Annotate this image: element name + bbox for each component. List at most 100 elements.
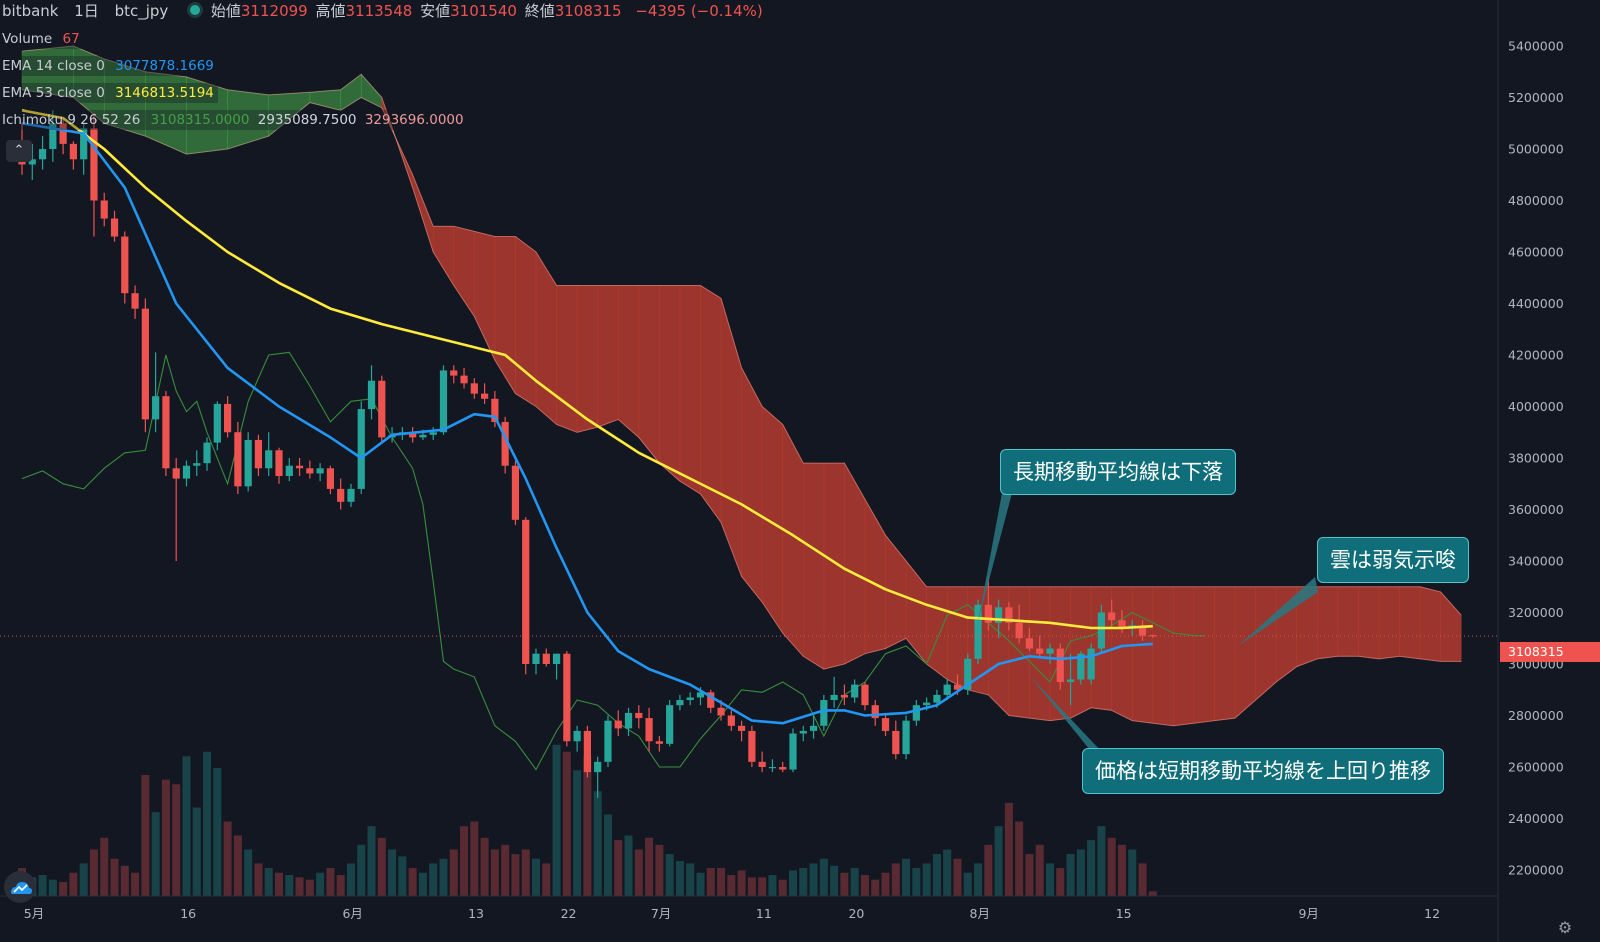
candle-body xyxy=(1138,625,1147,636)
volume-bar xyxy=(840,872,849,896)
y-tick-label: 5200000 xyxy=(1508,90,1564,105)
tradingview-cloud-icon[interactable] xyxy=(4,871,36,903)
candle-body xyxy=(152,396,160,420)
cloud-segment xyxy=(1214,586,1236,721)
candle-body xyxy=(655,741,663,744)
y-tick-label: 4000000 xyxy=(1508,399,1564,414)
volume-bar xyxy=(778,879,787,896)
volume-bar xyxy=(89,849,98,896)
ema53-legend[interactable]: EMA 53 close 0 3146813.5194 xyxy=(2,83,218,103)
high-label: 高値 xyxy=(315,2,346,20)
y-tick-label: 3800000 xyxy=(1508,451,1564,466)
candle-body xyxy=(347,488,355,502)
candle-body xyxy=(912,705,920,721)
volume-bar xyxy=(1046,863,1054,896)
candle-body xyxy=(707,692,715,708)
candle-body xyxy=(1118,620,1126,628)
volume-bar xyxy=(830,865,839,896)
candles[interactable] xyxy=(18,110,1157,798)
y-tick-label: 4600000 xyxy=(1508,245,1564,260)
volume-bar xyxy=(891,863,900,896)
cloud-segment xyxy=(1255,586,1277,701)
cloud-segment xyxy=(453,225,475,318)
volume-bar xyxy=(120,865,129,896)
lagging-span xyxy=(21,351,1205,771)
candle-body xyxy=(902,720,910,755)
volume-bar xyxy=(377,837,386,896)
leader-price xyxy=(1030,676,1102,752)
volume-bar xyxy=(254,863,263,896)
annotation-long-ma[interactable]: 長期移動平均線は下落 xyxy=(1000,449,1236,495)
volume-bar xyxy=(429,863,438,896)
volume-bar xyxy=(912,868,921,896)
cloud-segment xyxy=(309,89,341,111)
volume-bar xyxy=(141,774,150,896)
candle-body xyxy=(717,707,725,716)
volume-bar xyxy=(994,826,1003,896)
candle-body xyxy=(974,604,982,659)
y-tick-label: 5000000 xyxy=(1508,142,1564,157)
volume-bar xyxy=(69,872,78,896)
candle-body xyxy=(614,720,622,729)
volume-bar xyxy=(480,837,489,896)
leader-cloud xyxy=(1238,577,1318,646)
volume-bar xyxy=(603,814,612,896)
candle-body xyxy=(69,143,77,160)
cloud-segment xyxy=(535,250,557,426)
cloud-segment xyxy=(340,73,362,111)
volume-legend[interactable]: Volume 67 xyxy=(2,29,84,49)
x-tick-label: 11 xyxy=(756,906,772,921)
candle-body xyxy=(316,468,324,474)
annotation-leaders xyxy=(978,493,1318,752)
volume-bar xyxy=(1035,844,1044,896)
candle-body xyxy=(696,692,705,698)
symbol-label[interactable]: btc_jpy xyxy=(114,2,169,20)
gear-icon[interactable]: ⚙ xyxy=(1557,918,1573,937)
volume-bar xyxy=(542,863,551,896)
logo-graphic xyxy=(11,882,32,894)
candle-body xyxy=(789,733,797,770)
volume-bar xyxy=(223,821,232,896)
candle-body xyxy=(254,439,263,469)
y-tick-label: 3200000 xyxy=(1508,605,1564,620)
cloud-segment xyxy=(432,225,455,287)
ichimoku-value-2: 2935089.7500 xyxy=(257,112,357,128)
candle-body xyxy=(666,705,674,744)
open-value: 3112099 xyxy=(240,2,308,20)
annotation-price[interactable]: 価格は短期移動平均線を上回り推移 xyxy=(1082,748,1444,794)
cloud-segment xyxy=(474,231,496,361)
y-tick-label: 2800000 xyxy=(1508,708,1564,723)
volume-bar xyxy=(768,875,777,896)
cloud-segment xyxy=(597,285,619,428)
volume-bar xyxy=(1128,849,1137,896)
cloud-segment xyxy=(494,236,516,395)
volume-bar xyxy=(634,849,643,896)
candle-body xyxy=(141,308,149,420)
interval-label[interactable]: 1日 xyxy=(74,2,99,20)
candle-body xyxy=(1087,648,1095,680)
candle-body xyxy=(511,465,520,520)
volume-bar xyxy=(706,868,715,896)
candle-body xyxy=(542,653,550,664)
volume-bar xyxy=(460,826,469,896)
candle-body xyxy=(768,767,777,769)
volume-bar xyxy=(665,854,674,896)
ichimoku-legend[interactable]: Ichimoku 9 26 52 26 3108315.0000 2935089… xyxy=(2,110,468,130)
candle-body xyxy=(881,718,890,731)
volume-bar xyxy=(645,837,654,896)
candle-body xyxy=(953,684,962,690)
volume-bar xyxy=(532,858,540,896)
candle-body xyxy=(583,730,591,773)
candle-body xyxy=(1108,612,1116,621)
volume-bar xyxy=(203,751,212,896)
annotation-cloud[interactable]: 雲は弱気示唆 xyxy=(1317,537,1469,583)
volume-bar xyxy=(59,882,68,896)
volume-bar xyxy=(1004,802,1013,896)
ema14-legend[interactable]: EMA 14 close 0 3077878.1669 xyxy=(2,56,218,76)
volume-bar xyxy=(110,858,119,896)
candle-body xyxy=(234,432,242,487)
cloud-segment xyxy=(720,298,742,577)
candle-body xyxy=(594,761,602,773)
chevron-up-icon[interactable]: ⌃ xyxy=(6,140,32,162)
